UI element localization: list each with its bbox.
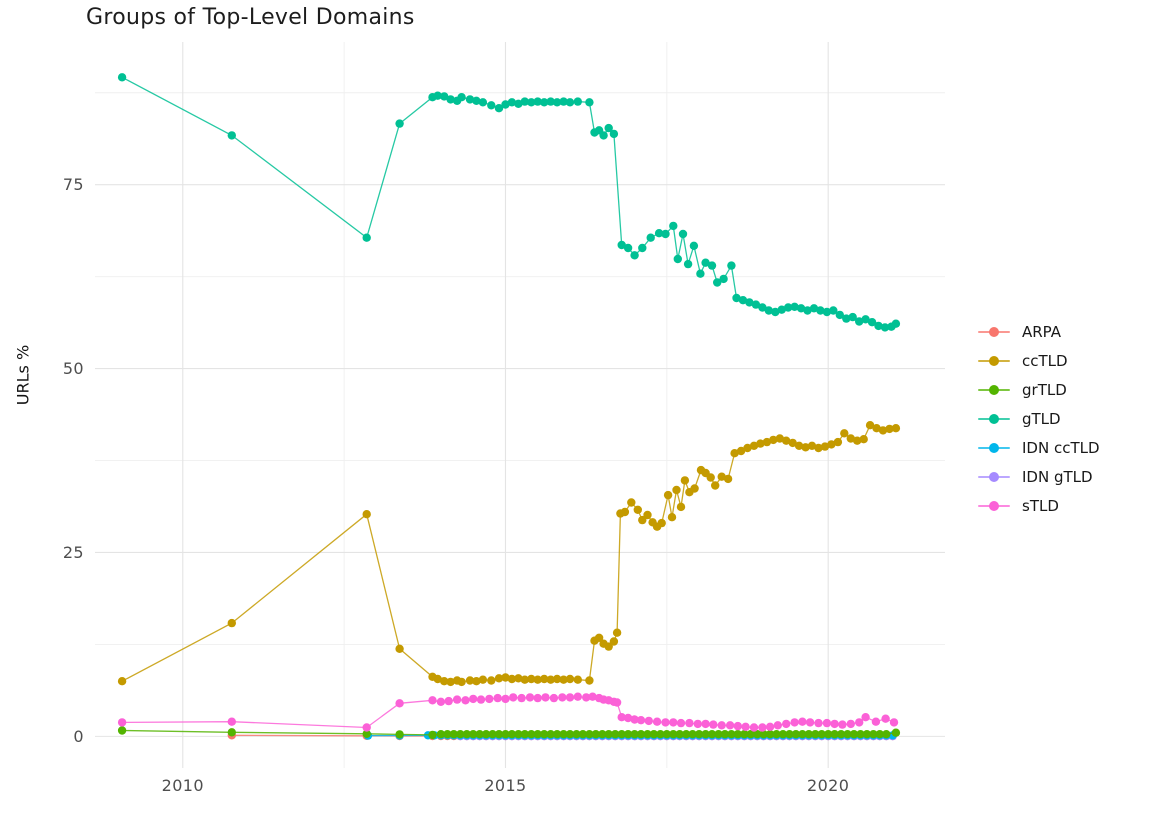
legend-swatch-icon [977, 326, 1011, 338]
legend-label: grTLD [1022, 380, 1067, 399]
legend-swatch-icon [977, 500, 1011, 512]
y-tick-label: 0 [73, 727, 84, 746]
x-tick-labels: 2010 2015 2020 [162, 776, 849, 795]
x-tick-label: 2015 [484, 776, 526, 795]
legend-item-arpa: ARPA [977, 317, 1100, 346]
legend-key-dot [989, 355, 999, 366]
x-tick-label: 2020 [807, 776, 849, 795]
series-cctld [117, 421, 901, 687]
legend-key-dot [989, 471, 999, 482]
legend-label: ccTLD [1022, 351, 1068, 370]
chart-title: Groups of Top-Level Domains [86, 5, 415, 30]
legend-label: IDN ccTLD [1022, 438, 1100, 457]
legend: ARPA ccTLD grTLD gTLD IDN ccTLD IDN gTLD sTLD [977, 317, 1100, 520]
legend-key-dot [989, 384, 999, 395]
series-stld [117, 692, 899, 732]
legend-label: ARPA [1022, 322, 1062, 341]
legend-key-dot [989, 413, 999, 424]
series-grtld [117, 726, 901, 740]
legend-swatch-icon [977, 471, 1011, 483]
legend-key-dot [989, 326, 999, 337]
legend-item-idn-cctld: IDN ccTLD [977, 433, 1100, 462]
major-gridlines [95, 42, 945, 768]
legend-label: IDN gTLD [1022, 467, 1093, 486]
legend-item-cctld: ccTLD [977, 346, 1100, 375]
legend-key-dot [989, 500, 999, 511]
y-tick-label: 50 [63, 359, 84, 378]
legend-item-stld: sTLD [977, 491, 1100, 520]
legend-swatch-icon [977, 442, 1011, 454]
legend-label: sTLD [1022, 496, 1059, 515]
legend-swatch-icon [977, 413, 1011, 425]
x-tick-label: 2010 [162, 776, 204, 795]
legend-label: gTLD [1022, 409, 1061, 428]
legend-item-gtld: gTLD [977, 404, 1100, 433]
legend-swatch-icon [977, 384, 1011, 396]
minor-gridlines [95, 42, 945, 768]
legend-swatch-icon [977, 355, 1011, 367]
y-tick-labels: 0 25 50 75 [63, 175, 84, 746]
legend-item-idn-gtld: IDN gTLD [977, 462, 1100, 491]
legend-key-dot [989, 442, 999, 453]
series-gtld [117, 73, 901, 332]
y-tick-label: 75 [63, 175, 84, 194]
legend-item-grtld: grTLD [977, 375, 1100, 404]
y-tick-label: 25 [63, 543, 84, 562]
